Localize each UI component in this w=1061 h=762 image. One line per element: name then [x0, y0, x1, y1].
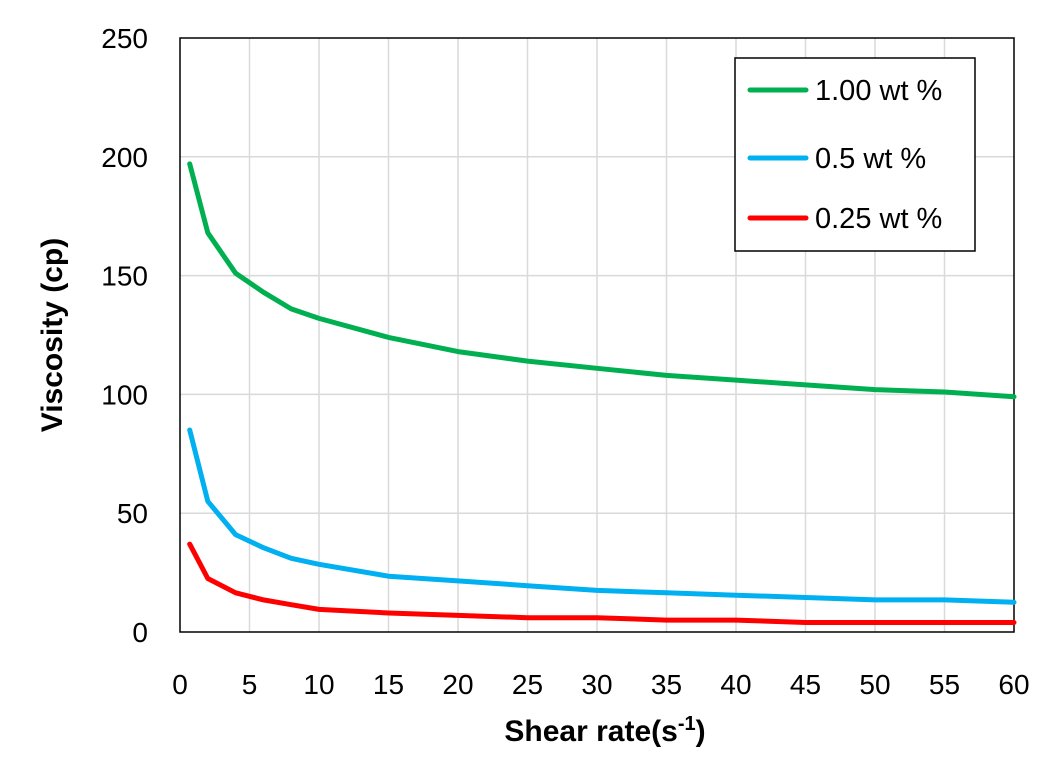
- y-tick-label: 100: [101, 379, 148, 410]
- x-tick-label: 5: [242, 669, 258, 700]
- x-axis-label-suffix: ): [696, 715, 706, 748]
- x-tick-label: 35: [651, 669, 682, 700]
- series-layer: [187, 161, 1017, 625]
- x-tick-label: 50: [859, 669, 890, 700]
- y-axis-label: Viscosity (cp): [36, 238, 69, 433]
- x-axis-label-main: Shear rate(s: [504, 715, 677, 748]
- x-tick-label: 30: [581, 669, 612, 700]
- x-axis-label: Shear rate(s-1): [504, 713, 705, 748]
- legend-label-2: 0.5 wt %: [815, 143, 926, 175]
- x-tick-label: 60: [998, 669, 1029, 700]
- x-axis-label-superscript: -1: [678, 713, 696, 735]
- series-line-1: [187, 161, 1017, 400]
- y-tick-label: 250: [101, 23, 148, 54]
- y-tick-label: 50: [117, 498, 148, 529]
- legend: 1.00 wt % 0.5 wt % 0.25 wt %: [734, 57, 976, 252]
- y-tick-label: 150: [101, 261, 148, 292]
- series-line-2: [187, 427, 1017, 605]
- x-tick-label: 45: [790, 669, 821, 700]
- x-tick-label: 0: [172, 669, 188, 700]
- x-tick-label: 40: [720, 669, 751, 700]
- x-tick-labels: 0 5 10 15 20 25 30 35 40 45 50 55 60: [172, 669, 1029, 700]
- legend-label-3: 0.25 wt %: [815, 203, 942, 235]
- y-tick-labels: 0 50 100 150 200 250: [101, 23, 148, 648]
- legend-entries: 1.00 wt % 0.5 wt % 0.25 wt %: [747, 75, 942, 235]
- y-tick-label: 0: [132, 617, 148, 648]
- x-tick-label: 55: [929, 669, 960, 700]
- legend-label-1: 1.00 wt %: [815, 75, 942, 107]
- series-line-3: [187, 541, 1017, 625]
- x-tick-label: 20: [442, 669, 473, 700]
- plot-area-frame: [179, 37, 1015, 633]
- y-tick-label: 200: [101, 142, 148, 173]
- x-tick-label: 15: [373, 669, 404, 700]
- x-tick-label: 25: [512, 669, 543, 700]
- x-tick-label: 10: [303, 669, 334, 700]
